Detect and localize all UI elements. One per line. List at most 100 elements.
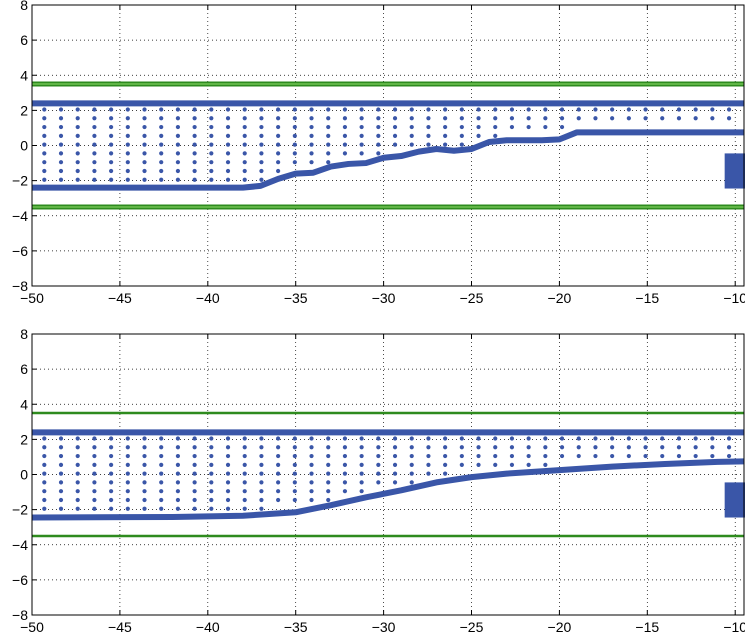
fill-dot (610, 453, 615, 459)
y-tick-label: −6 (12, 243, 28, 259)
fill-dot (526, 445, 531, 450)
fill-dot (409, 107, 414, 112)
fill-dot (660, 107, 665, 112)
fill-dot (726, 107, 732, 112)
fill-dot (342, 445, 348, 450)
fill-dot (259, 142, 264, 147)
fill-dot (125, 107, 130, 112)
fill-dot (459, 124, 464, 130)
fill-dot (42, 497, 47, 503)
fill-dot (175, 506, 181, 511)
fill-dot (209, 506, 214, 511)
fill-dot (125, 480, 130, 485)
fill-dot (142, 142, 147, 147)
fill-dot (75, 489, 80, 494)
fill-dot (109, 124, 114, 130)
fill-dot (142, 436, 147, 441)
fill-dot (710, 436, 715, 441)
fill-dot (292, 453, 297, 459)
fill-dot (509, 462, 515, 467)
fill-dot (476, 453, 481, 459)
fill-dot (559, 107, 565, 112)
fill-dot (676, 107, 682, 112)
fill-dot (125, 497, 130, 503)
fill-dot (643, 453, 648, 459)
fill-dot (342, 107, 348, 112)
fill-dot (209, 497, 214, 503)
fill-dot (309, 489, 314, 494)
fill-dot (209, 436, 214, 441)
fill-dot (342, 124, 348, 130)
y-tick-label: −4 (12, 537, 28, 553)
fill-dot (309, 445, 314, 450)
fill-dot (109, 160, 114, 165)
fill-dot (192, 480, 197, 485)
fill-dot (125, 471, 130, 476)
fill-dot (142, 453, 147, 459)
fill-dot (309, 436, 314, 441)
fill-dot (459, 107, 464, 112)
fill-dot (225, 168, 231, 174)
y-tick-label: 2 (20, 431, 28, 447)
fill-dot (125, 142, 130, 147)
fill-dot (326, 116, 331, 121)
fill-dot (109, 116, 114, 121)
fill-dot (159, 471, 164, 476)
fill-dot (426, 124, 431, 130)
fill-dot (292, 497, 297, 503)
fill-dot (209, 168, 214, 174)
fill-dot (75, 151, 80, 156)
fill-dot (75, 124, 80, 130)
x-tick-label: −40 (196, 619, 220, 635)
y-tick-label: 2 (20, 102, 28, 118)
fill-dot (58, 480, 64, 485)
fill-dot (42, 160, 47, 165)
fill-dot (209, 453, 214, 459)
fill-dot (509, 107, 515, 112)
y-tick-label: −2 (12, 502, 28, 518)
fill-dot (309, 116, 314, 121)
fill-dot (92, 471, 97, 476)
fill-dot (643, 436, 648, 441)
fill-dot (42, 151, 47, 156)
fill-dot (159, 436, 164, 441)
fill-dot (543, 124, 548, 130)
fill-dot (58, 142, 64, 147)
fill-dot (693, 107, 698, 112)
fill-dot (209, 177, 214, 182)
fill-dot (125, 124, 130, 130)
fill-dot (175, 142, 181, 147)
fill-dot (276, 471, 281, 476)
fill-dot (359, 436, 364, 441)
fill-dot (359, 445, 364, 450)
fill-dot (426, 142, 431, 147)
fill-dot (459, 453, 464, 459)
fill-dot (342, 480, 348, 485)
fill-dot (626, 453, 631, 459)
fill-dot (509, 445, 515, 450)
fill-dot (276, 116, 281, 121)
fill-dot (125, 116, 130, 121)
fill-dot (192, 436, 197, 441)
fill-dot (58, 471, 64, 476)
fill-dot (209, 142, 214, 147)
fill-dot (359, 124, 364, 130)
fill-dot (259, 506, 264, 511)
fill-dot (526, 107, 531, 112)
fill-dot (259, 480, 264, 485)
fill-dot (543, 116, 548, 121)
fill-dot (493, 133, 498, 138)
fill-dot (426, 445, 431, 450)
fill-dot (42, 124, 47, 130)
fill-dot (292, 462, 297, 467)
fill-dot (225, 160, 231, 165)
fill-dot (309, 453, 314, 459)
fill-dot (142, 151, 147, 156)
fill-dot (259, 160, 264, 165)
fill-dot (58, 506, 64, 511)
fill-dot (192, 445, 197, 450)
fill-dot (92, 160, 97, 165)
x-tick-label: −30 (372, 619, 396, 635)
fill-dot (125, 436, 130, 441)
fill-dot (225, 445, 231, 450)
